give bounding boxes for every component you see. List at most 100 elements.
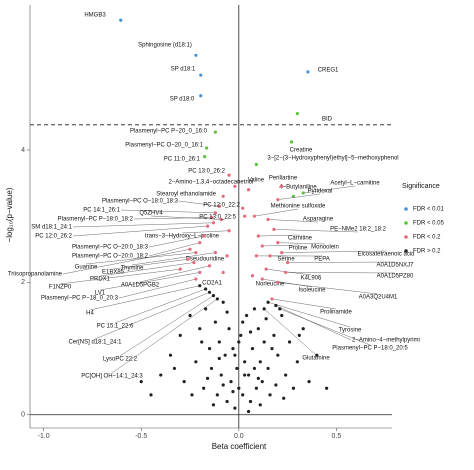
point bbox=[192, 260, 196, 265]
leader-line bbox=[99, 262, 194, 277]
point-label: Plasmenyl−PC P−18:0_20:5 bbox=[332, 346, 408, 352]
point-label: PC 14:1_26:1 bbox=[83, 208, 120, 214]
point bbox=[205, 146, 209, 150]
point bbox=[276, 198, 280, 202]
point-label: Cer[NS] d18:1_24:1 bbox=[68, 340, 122, 346]
leader-line bbox=[120, 209, 216, 214]
point bbox=[233, 184, 237, 188]
leader-line bbox=[277, 242, 326, 245]
point bbox=[223, 353, 227, 357]
point-label: PC 13:0_22:5 bbox=[199, 215, 236, 221]
point bbox=[274, 383, 278, 387]
point-label: CO2A1 bbox=[202, 281, 222, 287]
point-label: 3−[2−(3−Hydroxyphenyl)ethyl]−5−methoxyph… bbox=[267, 156, 398, 162]
point bbox=[243, 373, 247, 377]
point-label: SM d18:1_24:1 bbox=[31, 225, 72, 231]
point bbox=[256, 234, 260, 238]
point bbox=[205, 224, 210, 228]
leader-line bbox=[148, 242, 200, 257]
point bbox=[291, 194, 296, 198]
point bbox=[225, 399, 229, 404]
leader-line bbox=[133, 217, 212, 220]
leader-line bbox=[262, 278, 313, 288]
point-label: SP d18:1 bbox=[171, 67, 196, 73]
point-label: PC 12:0_22:2 bbox=[203, 203, 240, 209]
point bbox=[301, 327, 305, 331]
point bbox=[315, 353, 319, 357]
point-label: Methionine sulfoxide bbox=[271, 204, 326, 210]
point bbox=[295, 360, 299, 364]
x-tick-label: 0.5 bbox=[332, 433, 342, 440]
point bbox=[172, 366, 177, 371]
point bbox=[254, 386, 258, 390]
leader-line bbox=[279, 308, 371, 346]
point bbox=[241, 393, 245, 397]
leader-line bbox=[268, 302, 351, 328]
point-label: 4−Butylaniline bbox=[279, 185, 317, 191]
point-label: F1NZP0 bbox=[49, 285, 72, 291]
point-label: Eicosatetraenoic acid bbox=[357, 252, 414, 258]
x-tick-label: -1.0 bbox=[38, 433, 50, 440]
point bbox=[239, 333, 243, 337]
leader-line bbox=[258, 234, 301, 237]
point-label: A0A1D5PGB2 bbox=[121, 283, 160, 289]
point bbox=[213, 211, 217, 215]
point bbox=[270, 297, 274, 301]
point-label: PC 12:0_26:2 bbox=[35, 234, 72, 240]
point bbox=[178, 267, 182, 271]
point bbox=[229, 380, 233, 384]
point bbox=[252, 307, 257, 311]
point bbox=[217, 340, 221, 344]
point-label: PE−NMe2 18:2_18:2 bbox=[330, 227, 387, 233]
point-label: CREG1 bbox=[318, 68, 339, 74]
point-label: Guanine bbox=[75, 265, 98, 271]
point bbox=[149, 393, 153, 397]
point bbox=[198, 284, 202, 288]
point-label: 2−Amino−4−methylpyrimi bbox=[352, 338, 420, 344]
point bbox=[264, 317, 268, 321]
point bbox=[205, 376, 210, 380]
point bbox=[270, 346, 274, 351]
point bbox=[262, 340, 266, 344]
leader-line bbox=[131, 252, 216, 266]
point bbox=[276, 280, 280, 284]
y-tick-label: 4 bbox=[21, 147, 25, 154]
point bbox=[204, 287, 208, 291]
legend-marker bbox=[404, 249, 408, 253]
point bbox=[231, 389, 235, 394]
point bbox=[287, 340, 292, 344]
x-tick-label: 0.0 bbox=[234, 433, 244, 440]
leader-line bbox=[277, 193, 321, 200]
leader-line bbox=[72, 222, 214, 228]
point-label: Plasmenyl−PC O−20:0_18:2 bbox=[72, 254, 149, 260]
point bbox=[199, 94, 203, 98]
point bbox=[260, 244, 264, 248]
point-label: Plasmenyl−PC O−20_0_16:1 bbox=[125, 143, 203, 149]
point bbox=[258, 360, 262, 364]
point bbox=[266, 217, 270, 222]
point bbox=[252, 214, 257, 218]
point bbox=[119, 18, 123, 22]
point bbox=[225, 310, 229, 314]
point bbox=[217, 204, 221, 208]
legend-marker bbox=[404, 221, 408, 225]
point bbox=[221, 270, 225, 275]
point bbox=[266, 366, 270, 371]
leader-line bbox=[119, 295, 214, 357]
point-label: Triisopropanolamine bbox=[8, 272, 63, 278]
point-label: Stearoyl ethanolamide bbox=[156, 192, 216, 198]
legend-label: FDR > 0.2 bbox=[413, 249, 441, 255]
x-axis-title: Beta coefficient bbox=[212, 442, 267, 451]
point bbox=[188, 313, 192, 318]
point bbox=[260, 277, 264, 281]
point bbox=[221, 383, 225, 387]
point bbox=[209, 215, 214, 220]
point-label: trans−3−Hydroxy−L−proline bbox=[145, 234, 220, 240]
point-label: Serine bbox=[277, 257, 295, 263]
point bbox=[207, 290, 212, 294]
point bbox=[256, 376, 260, 380]
point bbox=[221, 300, 225, 304]
point-label: Q5ZHV4 bbox=[139, 211, 163, 217]
point bbox=[280, 184, 284, 188]
